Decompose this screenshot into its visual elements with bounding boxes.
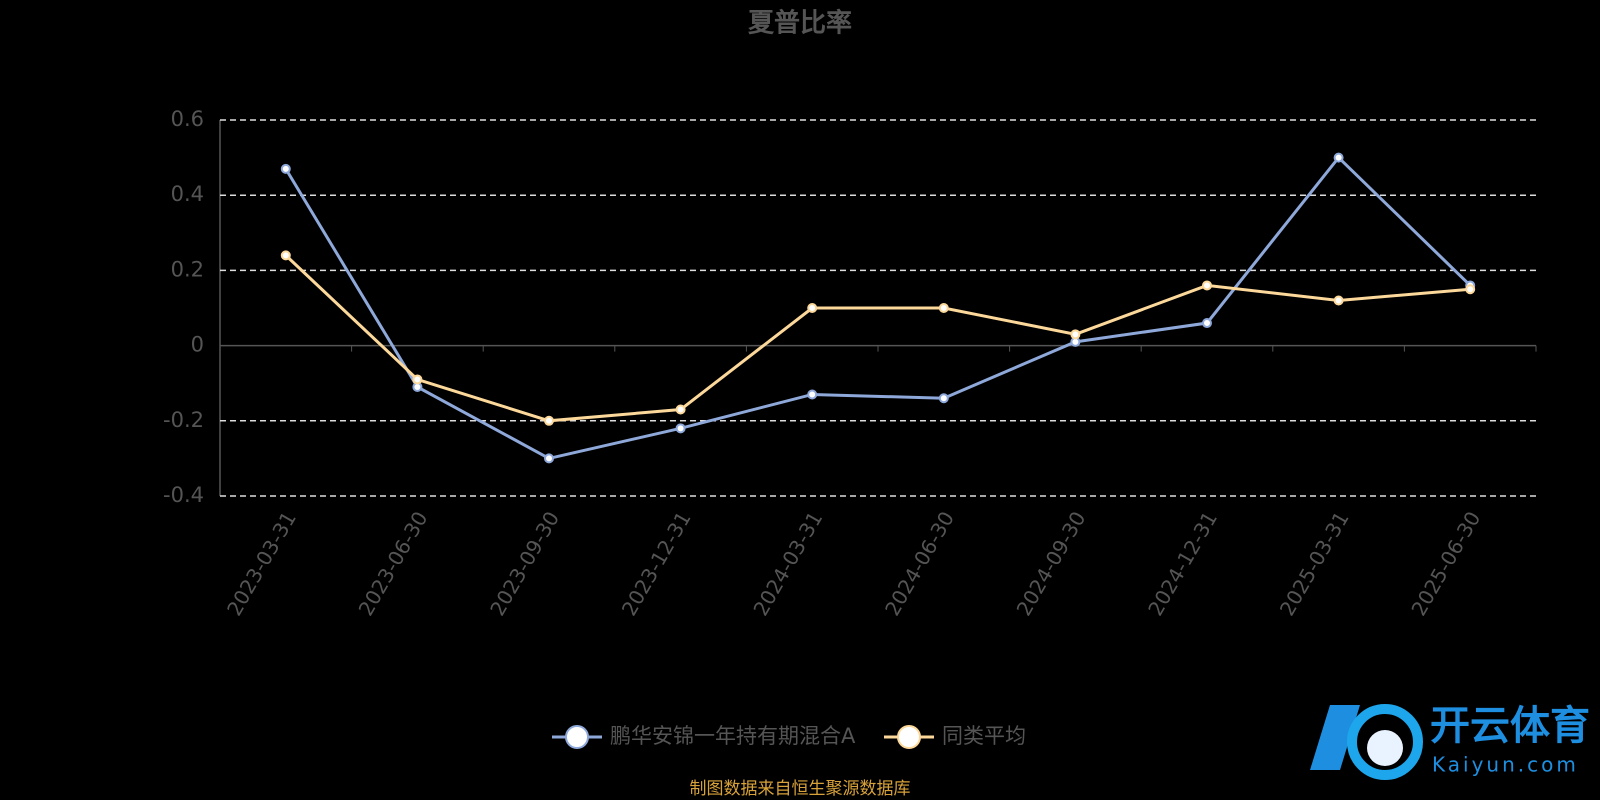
data-point [938, 393, 949, 404]
watermark: 开云体育 Kaiyun.com [1310, 703, 1590, 780]
logo-ring [1347, 704, 1423, 780]
data-point [280, 163, 291, 174]
logo-shape [1310, 705, 1360, 770]
data-point [1333, 295, 1344, 306]
y-tick-label: -0.4 [163, 483, 204, 507]
legend-label: 同类平均 [942, 724, 1026, 748]
data-point [1070, 329, 1081, 340]
data-point [1333, 152, 1344, 163]
y-tick-label: 0.4 [171, 182, 204, 206]
source-note: 制图数据来自恒生聚源数据库 [690, 779, 911, 799]
data-point [807, 303, 818, 313]
data-point [412, 374, 423, 385]
y-tick-label: 0.6 [171, 107, 204, 131]
y-tick-label: 0.2 [171, 257, 204, 281]
data-point [544, 453, 554, 464]
data-point [1202, 280, 1212, 291]
y-tick-label: -0.2 [163, 408, 204, 432]
data-point [1202, 318, 1212, 329]
legend-item: 同类平均 [884, 724, 1026, 749]
y-tick-label: 0 [191, 333, 204, 357]
data-point [807, 389, 818, 400]
chart-title: 夏普比率 [748, 8, 852, 39]
watermark-name: 开云体育 [1430, 703, 1590, 749]
legend-label: 鹏华安锦一年持有期混合A [610, 724, 856, 748]
series-line [284, 155, 1472, 460]
logo-ball [1367, 730, 1403, 766]
watermark-domain: Kaiyun.com [1432, 753, 1579, 777]
legend-item: 鹏华安锦一年持有期混合A [552, 724, 856, 749]
legend-marker [565, 725, 589, 749]
data-point [1465, 284, 1476, 295]
data-point [544, 415, 554, 426]
legend-marker [897, 725, 921, 749]
data-point [280, 250, 291, 261]
data-point [675, 404, 686, 415]
series-line [284, 254, 1471, 423]
data-point [938, 303, 949, 313]
data-point [675, 423, 686, 434]
